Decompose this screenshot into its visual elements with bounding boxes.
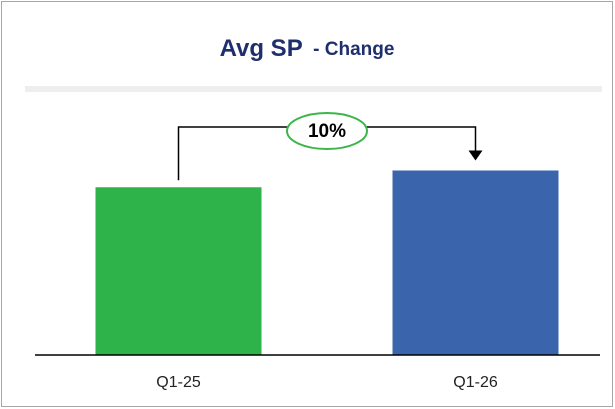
annotation-arrowhead	[468, 150, 483, 161]
bar	[95, 187, 262, 355]
x-tick-label: Q1-25	[156, 374, 201, 391]
x-tick-label: Q1-26	[453, 374, 498, 391]
chart-subtitle: - Change	[313, 39, 394, 60]
bar	[392, 170, 559, 355]
chart-title-group: Avg SP - Change	[220, 35, 395, 62]
annotation-label: 10%	[308, 121, 346, 142]
chart-title: Avg SP	[220, 35, 303, 62]
annotation-bubble	[286, 112, 368, 150]
